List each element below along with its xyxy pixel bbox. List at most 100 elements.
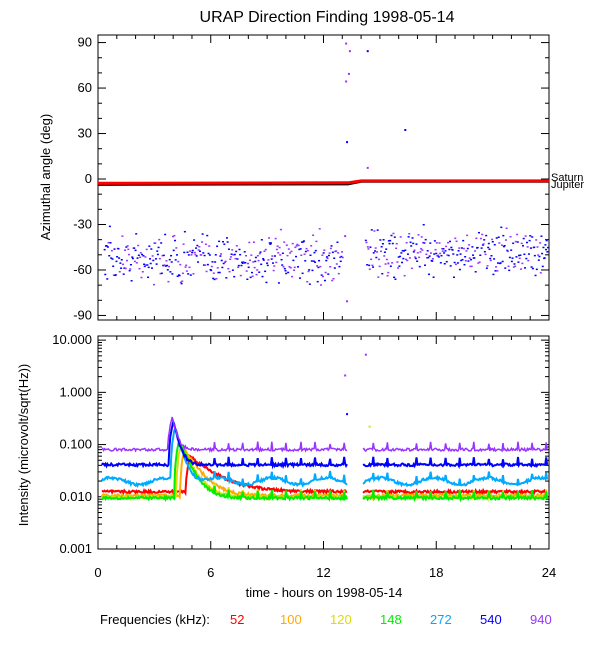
df-point xyxy=(331,251,334,254)
df-point xyxy=(195,247,198,249)
df-point xyxy=(379,239,382,241)
df-point xyxy=(337,272,340,275)
df-point xyxy=(460,247,463,249)
df-point xyxy=(445,245,448,248)
df-point xyxy=(408,232,411,235)
df-point xyxy=(415,243,418,245)
df-point xyxy=(174,239,177,242)
df-point xyxy=(180,282,183,285)
df-point xyxy=(190,254,193,256)
series-line-540 xyxy=(362,456,549,470)
df-point xyxy=(207,252,210,255)
df-point xyxy=(136,257,139,259)
bottom-panel-frame xyxy=(97,335,550,550)
df-point xyxy=(381,243,384,245)
df-point xyxy=(392,232,395,235)
df-point xyxy=(408,257,411,259)
df-point xyxy=(141,253,144,256)
df-point xyxy=(366,264,369,266)
df-point xyxy=(367,248,370,250)
df-point xyxy=(129,268,132,270)
df-point xyxy=(489,257,492,260)
reference-line-jupiter xyxy=(97,179,549,185)
df-point xyxy=(439,262,442,264)
df-point xyxy=(298,277,301,279)
df-point xyxy=(329,266,332,268)
chart-title: URAP Direction Finding 1998-05-14 xyxy=(200,9,455,26)
df-point xyxy=(293,266,296,269)
df-point xyxy=(179,263,182,266)
df-point xyxy=(480,247,483,249)
df-point xyxy=(154,258,157,260)
df-point xyxy=(427,256,430,259)
df-point xyxy=(369,246,372,248)
df-point xyxy=(458,247,461,249)
df-point xyxy=(330,245,333,247)
df-point xyxy=(176,275,179,278)
df-point xyxy=(333,267,336,269)
df-point xyxy=(216,245,219,248)
df-outlier xyxy=(346,300,349,303)
df-point xyxy=(485,234,488,237)
df-point xyxy=(335,263,338,265)
df-point xyxy=(413,249,416,252)
df-point xyxy=(340,255,343,258)
df-point xyxy=(506,249,509,252)
df-point xyxy=(134,249,137,252)
df-point xyxy=(322,252,325,254)
df-point xyxy=(477,262,480,264)
df-point xyxy=(184,266,187,268)
df-point xyxy=(131,256,134,258)
df-point xyxy=(211,261,214,263)
df-point xyxy=(527,259,530,262)
df-point xyxy=(507,265,510,268)
df-point xyxy=(225,277,228,279)
df-point xyxy=(204,243,207,246)
df-point xyxy=(528,239,531,242)
series-line-52 xyxy=(362,487,548,496)
df-point xyxy=(238,248,241,251)
df-point xyxy=(122,273,125,275)
df-point xyxy=(514,240,517,243)
df-point xyxy=(299,248,302,250)
df-point xyxy=(242,261,245,263)
df-point xyxy=(451,249,454,251)
df-point xyxy=(104,273,107,276)
df-point xyxy=(519,254,522,256)
df-point xyxy=(260,263,263,266)
x-tick-label: 6 xyxy=(207,565,214,580)
df-point xyxy=(191,251,194,254)
df-point xyxy=(454,263,457,266)
df-point xyxy=(316,265,319,267)
df-point xyxy=(539,242,542,244)
df-point xyxy=(314,261,317,263)
df-point xyxy=(514,265,517,268)
bottom-y-axis-label: Intensity (microvolt/sqrt(Hz)) xyxy=(16,364,31,527)
df-point xyxy=(315,240,318,243)
df-point xyxy=(193,239,196,241)
df-point xyxy=(506,250,509,253)
df-point xyxy=(152,283,155,286)
df-point xyxy=(337,252,340,254)
df-point xyxy=(248,259,251,262)
df-outlier xyxy=(387,262,390,265)
df-point xyxy=(261,275,264,278)
x-tick-label: 0 xyxy=(94,565,101,580)
df-point xyxy=(181,272,184,275)
df-point xyxy=(423,242,426,244)
df-point xyxy=(522,237,525,240)
df-point xyxy=(394,278,397,280)
df-point xyxy=(483,250,486,253)
df-point xyxy=(397,256,400,258)
df-point xyxy=(295,255,298,258)
df-point xyxy=(431,260,434,262)
df-point xyxy=(213,278,216,281)
df-point xyxy=(193,251,196,254)
df-point xyxy=(399,236,402,238)
df-point xyxy=(476,246,479,249)
df-point xyxy=(307,270,310,273)
df-point xyxy=(464,256,467,258)
df-point xyxy=(435,252,438,255)
df-point xyxy=(454,237,457,240)
df-point xyxy=(119,262,122,264)
